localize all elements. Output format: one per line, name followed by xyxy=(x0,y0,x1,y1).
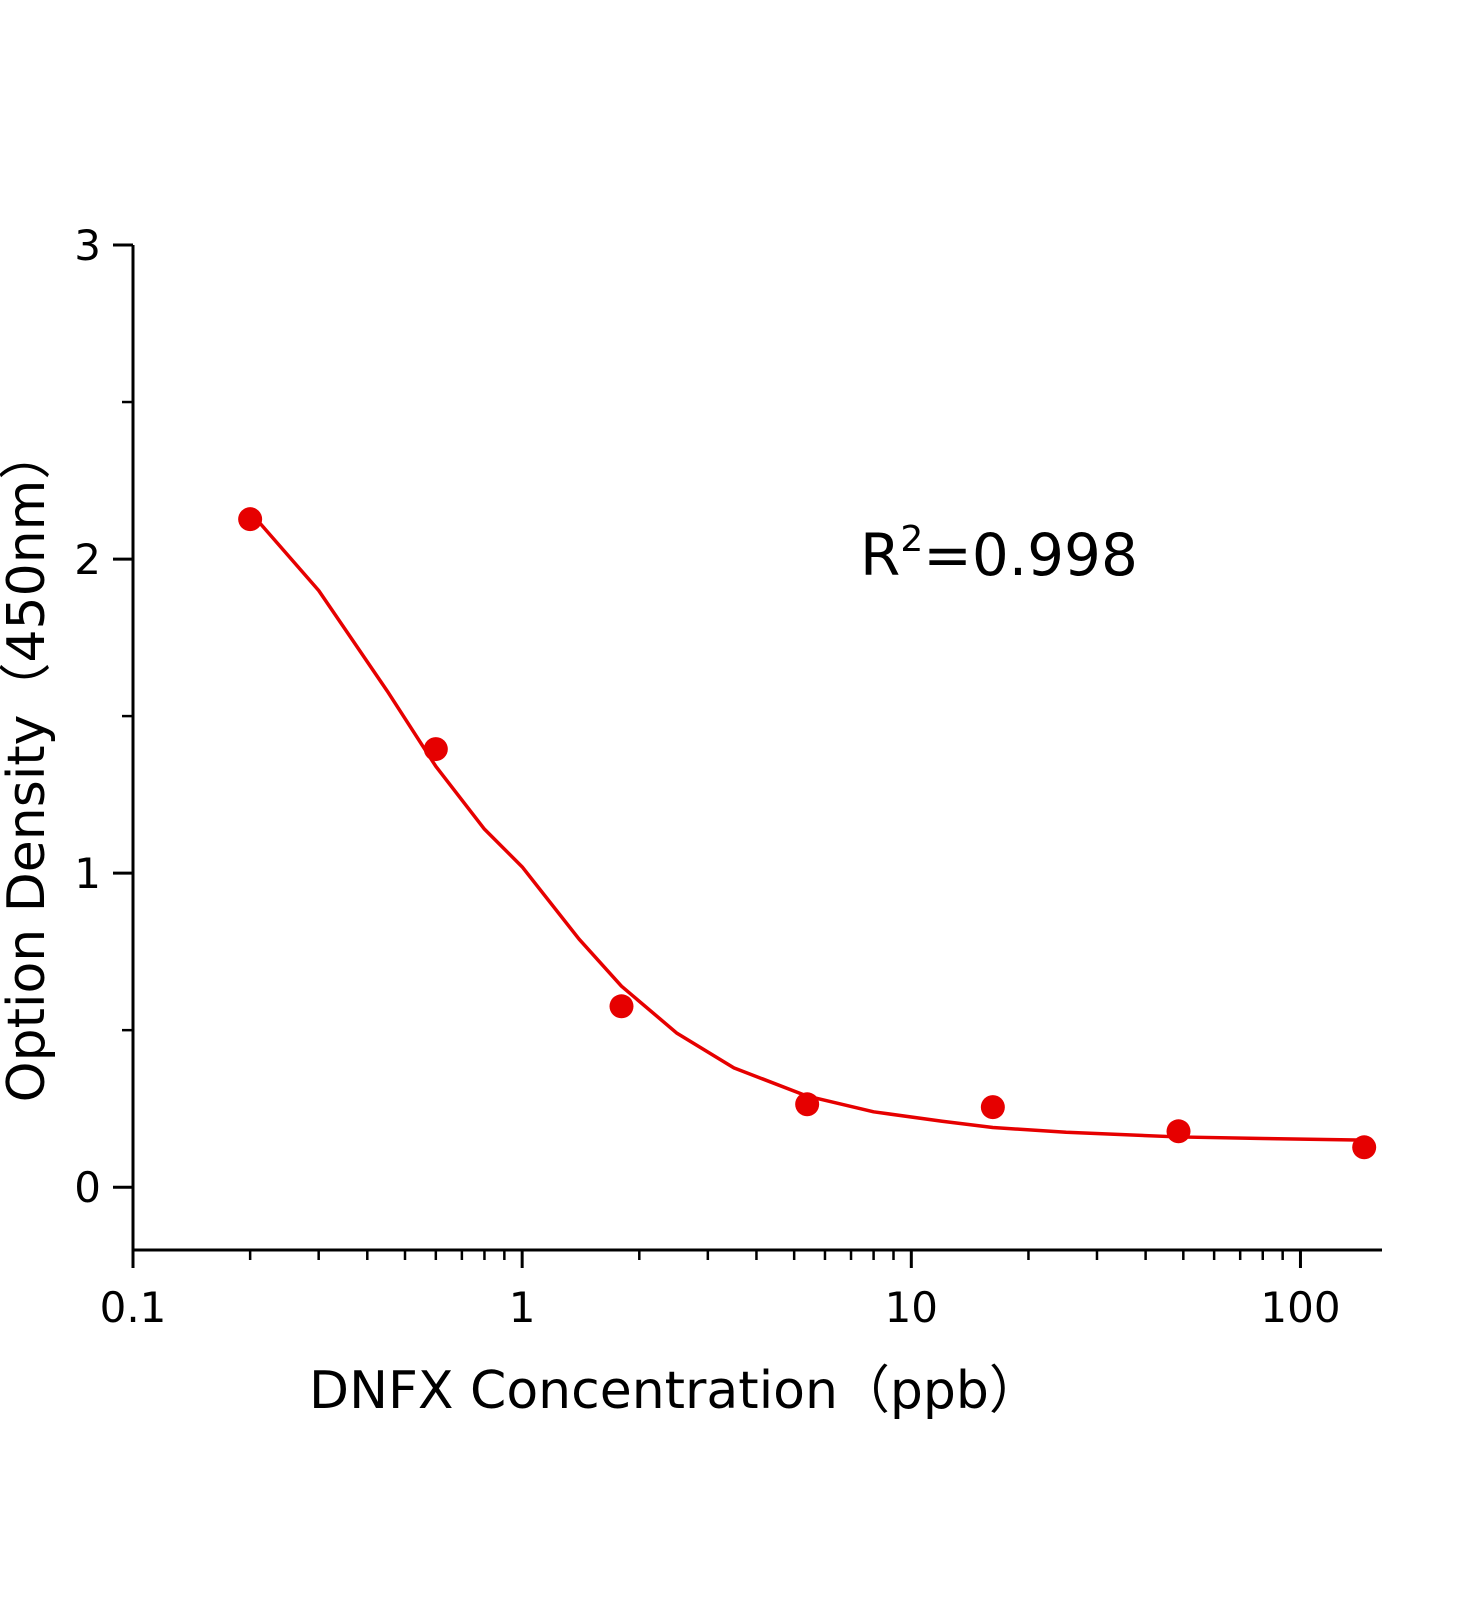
x-tick-label: 1 xyxy=(509,1283,536,1332)
data-point xyxy=(1166,1119,1191,1144)
y-tick-label: 0 xyxy=(74,1163,101,1212)
y-axis-title: Option Density（450nm） xyxy=(0,428,57,1103)
x-tick-label: 100 xyxy=(1260,1283,1340,1332)
x-axis-title: DNFX Concentration（ppb） xyxy=(309,1361,1041,1421)
annotation-sup: 2 xyxy=(900,519,923,560)
y-tick-label: 1 xyxy=(74,849,101,898)
x-tick-label: 10 xyxy=(885,1283,938,1332)
data-point xyxy=(423,737,448,762)
y-tick-label: 3 xyxy=(74,221,101,270)
annotation: R2=0.998 xyxy=(860,519,1138,589)
data-point xyxy=(980,1095,1005,1120)
data-point xyxy=(795,1092,820,1117)
x-tick-label: 0.1 xyxy=(100,1283,167,1332)
data-point xyxy=(238,507,263,532)
data-point xyxy=(1352,1135,1377,1160)
y-tick-label: 2 xyxy=(74,535,101,584)
annotation-base: R xyxy=(860,521,900,589)
annotation-rest: =0.998 xyxy=(923,521,1138,589)
data-point xyxy=(609,994,634,1019)
